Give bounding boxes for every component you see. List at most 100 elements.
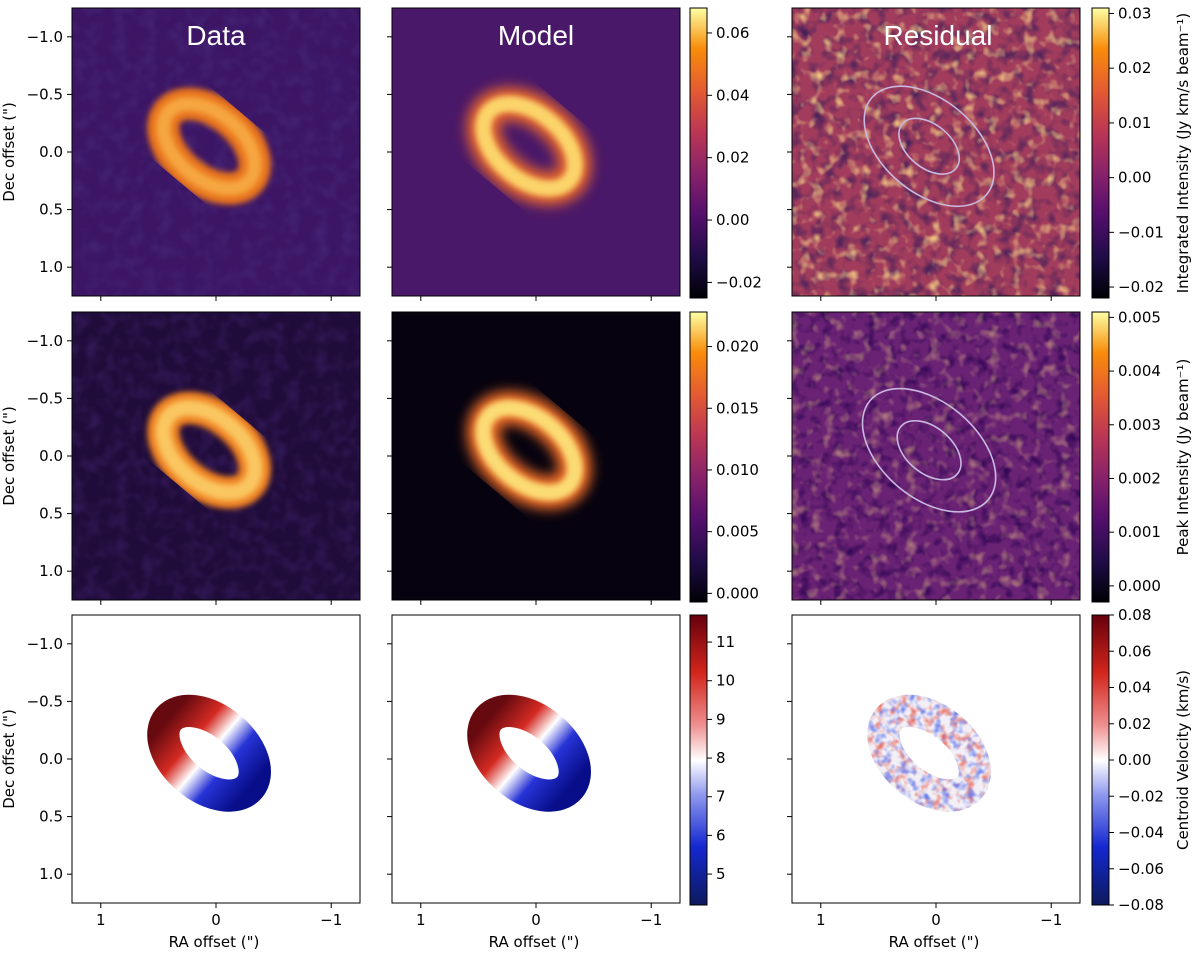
y-axis-label: Dec offset (") [0, 406, 18, 506]
colorbar-tick-label: 0.005 [716, 523, 759, 541]
x-axis-label: RA offset (") [169, 933, 260, 951]
y-tick-label: 1.0 [39, 258, 63, 276]
colorbar-tick-label: −0.06 [1118, 860, 1164, 878]
y-tick-label: 0.5 [39, 505, 63, 523]
colorbar-tick-label: 0.06 [716, 24, 749, 42]
ring-peak [475, 399, 583, 501]
colorbar-tick-label: 0.02 [716, 149, 749, 167]
panel-moment0-residual [792, 8, 1080, 296]
noise-texture [72, 312, 360, 600]
contour-outer [861, 387, 997, 513]
y-tick-label: −0.5 [27, 85, 63, 103]
y-tick-label: 0.0 [39, 447, 63, 465]
ring-peak [155, 399, 263, 501]
colorbar-label: Peak Intensity (Jy beam⁻¹) [1174, 359, 1192, 556]
colorbar [1091, 614, 1110, 906]
panel-background [392, 615, 680, 903]
y-tick-label: −1.0 [27, 332, 63, 350]
colorbar [689, 311, 708, 603]
column-title-model: Model [498, 20, 574, 51]
x-tick-label: −1 [640, 911, 662, 929]
panel-background [392, 312, 680, 600]
panel-peak_intensity-residual [792, 312, 1080, 600]
x-tick-label: 0 [531, 911, 541, 929]
colorbar-tick-label: 0.04 [1118, 679, 1151, 697]
y-tick-label: 1.0 [39, 865, 63, 883]
x-tick-label: 1 [816, 911, 826, 929]
colorbar [689, 7, 708, 299]
panel-moment0-model [392, 8, 680, 296]
colorbar-tick-label: −0.01 [1118, 223, 1164, 241]
y-tick-label: −1.0 [27, 635, 63, 653]
negative-residuals [792, 615, 1080, 903]
colorbar-tick-label: 0.015 [716, 399, 759, 417]
column-title-residual: Residual [884, 20, 993, 51]
colorbar-tick-label: 0.04 [716, 86, 749, 104]
noise-highlights [792, 8, 1080, 296]
colorbar-tick-label: 9 [716, 710, 726, 728]
y-tick-label: 1.0 [39, 562, 63, 580]
colorbar-tick-label: 0.06 [1118, 642, 1151, 660]
colorbar [1091, 7, 1110, 299]
colorbar-tick-label: 6 [716, 826, 726, 844]
x-tick-label: 0 [931, 911, 941, 929]
colorbar-tick-label: −0.08 [1118, 896, 1164, 914]
x-tick-label: −1 [320, 911, 342, 929]
y-tick-label: 0.5 [39, 201, 63, 219]
colorbar-tick-label: −0.02 [1118, 278, 1164, 296]
x-tick-label: 1 [96, 911, 106, 929]
y-axis-label: Dec offset (") [0, 102, 18, 202]
panel-centroid_velocity-model [392, 615, 680, 903]
colorbar-tick-label: 5 [716, 865, 726, 883]
panel-centroid_velocity-residual [792, 615, 1080, 903]
y-tick-label: 0.5 [39, 808, 63, 826]
ring-peak [156, 96, 263, 196]
x-tick-label: 0 [211, 911, 221, 929]
colorbar-tick-label: −0.02 [716, 273, 762, 291]
colorbar-tick-label: 7 [716, 788, 726, 806]
contour-outer [863, 85, 995, 208]
ring-peak [475, 95, 583, 197]
colorbar-tick-label: 11 [716, 633, 735, 651]
colorbar-tick-label: 0.00 [716, 211, 749, 229]
x-tick-label: −1 [1040, 911, 1062, 929]
x-tick-label: 1 [416, 911, 426, 929]
colorbar-tick-label: 0.001 [1118, 523, 1161, 541]
colorbar-tick-label: 0.01 [1118, 114, 1151, 132]
contour-inner [896, 419, 962, 481]
velocity-ring [467, 694, 591, 812]
colorbar-tick-label: 0.02 [1118, 715, 1151, 733]
colorbar-tick-label: 0.002 [1118, 469, 1161, 487]
colorbar-tick-label: 0.005 [1118, 308, 1161, 326]
colorbar-tick-label: 0.00 [1118, 751, 1151, 769]
colorbar-tick-label: 0.010 [716, 461, 759, 479]
y-tick-label: −0.5 [27, 692, 63, 710]
velocity-ring [147, 694, 271, 812]
panel-background [392, 8, 680, 296]
colorbar-label: Integrated Intensity (Jy km/s beam⁻¹) [1174, 13, 1192, 294]
y-axis-label: Dec offset (") [0, 709, 18, 809]
colorbar-tick-label: 0.08 [1118, 606, 1151, 624]
contour-inner [898, 117, 960, 175]
colorbar-tick-label: 0.03 [1118, 4, 1151, 22]
panel-background [72, 615, 360, 903]
y-tick-label: 0.0 [39, 750, 63, 768]
panel-moment0-data [72, 8, 360, 296]
colorbar-tick-label: 0.020 [716, 338, 759, 356]
colorbar-tick-label: 8 [716, 749, 726, 767]
colorbar-tick-label: 0.004 [1118, 362, 1161, 380]
x-axis-label: RA offset (") [489, 933, 580, 951]
noise-highlights [792, 312, 1080, 600]
x-axis-label: RA offset (") [889, 933, 980, 951]
colorbar-tick-label: 0.000 [1118, 577, 1161, 595]
panel-peak_intensity-data [72, 312, 360, 600]
y-tick-label: −1.0 [27, 28, 63, 46]
colorbar-tick-label: 0.000 [716, 584, 759, 602]
noise-texture [72, 8, 360, 296]
residual-velocity-ring [792, 615, 1080, 903]
colorbar [689, 614, 708, 906]
colorbar-tick-label: 0.02 [1118, 59, 1151, 77]
panel-peak_intensity-model [392, 312, 680, 600]
colorbar-tick-label: 0.003 [1118, 416, 1161, 434]
